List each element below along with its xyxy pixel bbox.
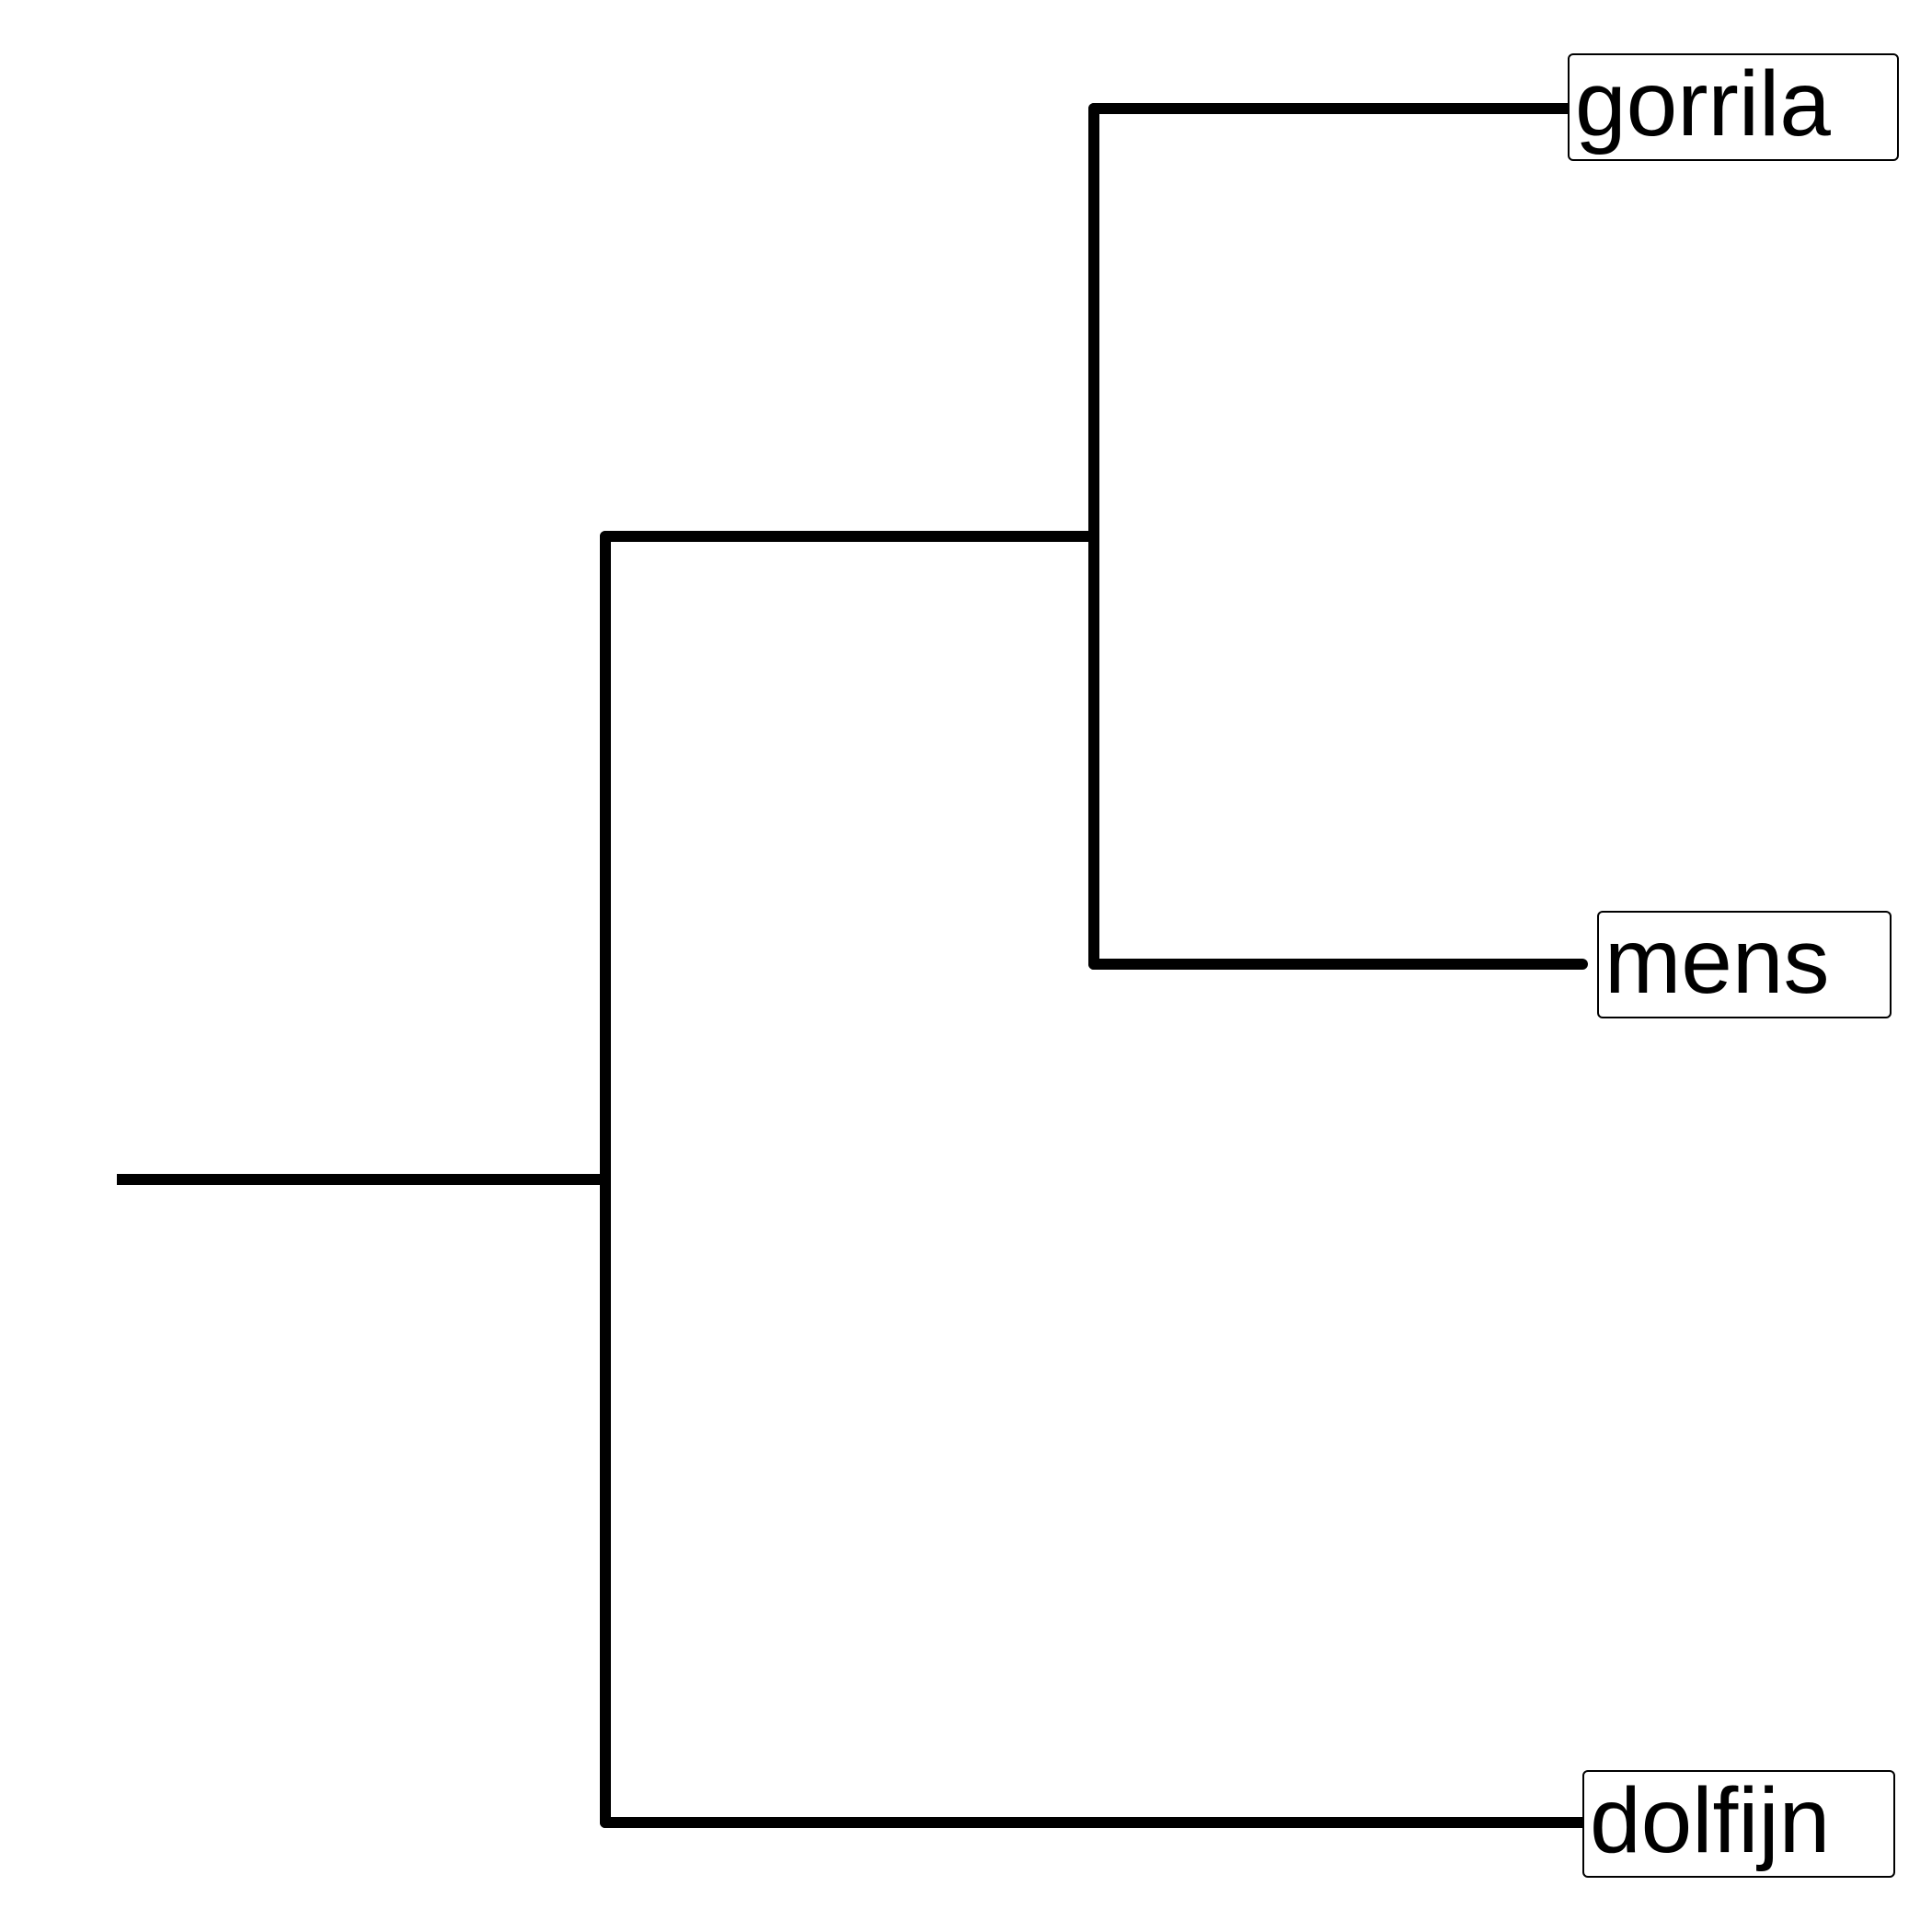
tip-label-human: mens [1597,911,1892,1018]
tip-label-gorilla: gorrila [1568,53,1899,161]
tip-label-dolphin: dolfijn [1582,1770,1895,1878]
